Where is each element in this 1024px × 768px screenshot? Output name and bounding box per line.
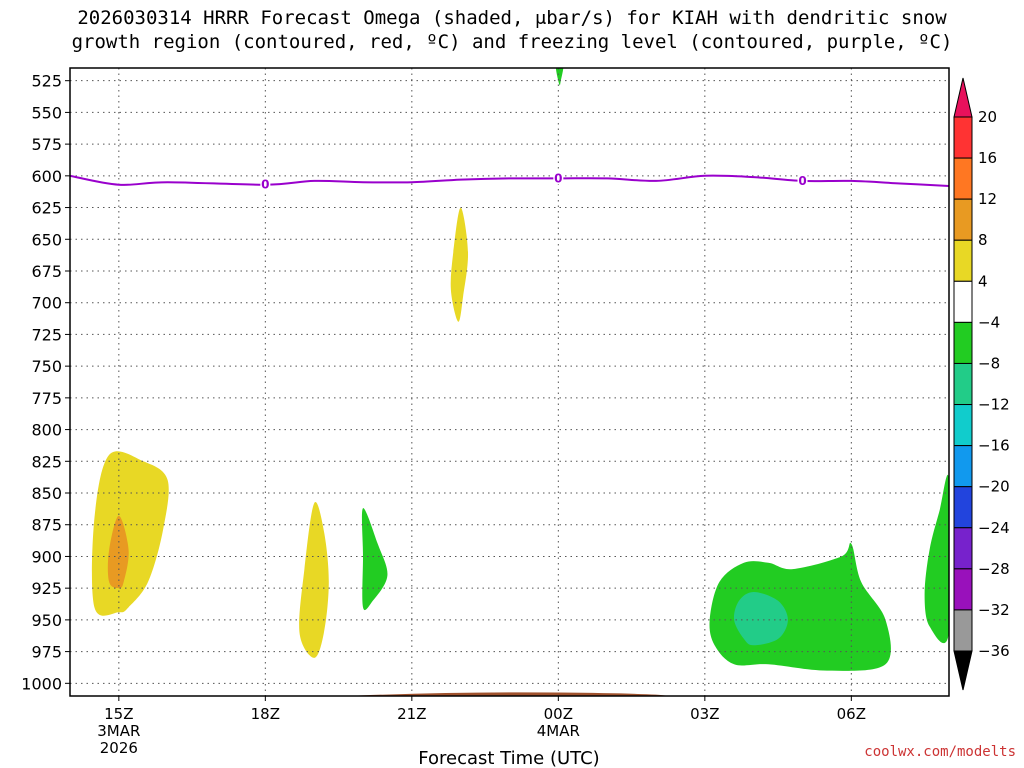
x-tick-year-label: 2026 — [100, 739, 138, 757]
y-tick-label: 625 — [31, 199, 62, 218]
omega-shading — [91, 68, 949, 671]
y-tick-label: 525 — [31, 72, 62, 91]
omega-region-descent-03z-core — [733, 592, 788, 646]
y-tick-label: 550 — [31, 103, 62, 122]
y-tick-label: 750 — [31, 357, 62, 376]
colorbar-label: 4 — [978, 272, 988, 290]
x-tick-date-label: 3MAR — [97, 722, 140, 740]
freezing-level-label-bg — [553, 171, 564, 185]
colorbar-swatch — [953, 362, 973, 406]
colorbar-label: 8 — [978, 231, 988, 249]
freezing-level-contour — [70, 174, 949, 187]
omega-region-ascent-19z — [299, 502, 329, 658]
colorbar-label: 12 — [978, 190, 997, 208]
y-tick-label: 950 — [31, 611, 62, 630]
freezing-level-label: 0 — [554, 171, 562, 185]
colorbar-label: −32 — [978, 601, 1010, 619]
colorbar-label: −24 — [978, 519, 1010, 537]
chart-title-line2: growth region (contoured, red, ºC) and f… — [71, 31, 953, 53]
colorbar-label: 16 — [978, 149, 997, 167]
colorbar-bottom-arrow — [953, 650, 973, 691]
x-tick-label: 03Z — [690, 705, 719, 723]
colorbar-swatch — [953, 198, 973, 241]
y-tick-label: 850 — [31, 484, 62, 503]
y-tick-label: 775 — [31, 389, 62, 408]
freezing-level-label-bg — [797, 173, 808, 187]
y-tick-label: 575 — [31, 135, 62, 154]
colorbar: 20 16 12 8 4 −4 −8 −12 −16 −20 −24 −28 −32 −36 — [953, 77, 1010, 691]
y-tick-label: 725 — [31, 325, 62, 344]
freezing-level-label: 0 — [798, 174, 806, 188]
y-tick-label: 800 — [31, 421, 62, 440]
x-tick-label: 18Z — [251, 705, 280, 723]
chart-title: 2026030314 HRRR Forecast Omega (shaded, … — [0, 6, 1024, 54]
colorbar-label: −20 — [978, 478, 1010, 496]
colorbar-label: −12 — [978, 396, 1010, 414]
y-tick-label: 975 — [31, 643, 62, 662]
credit-text: coolwx.com/modelts — [864, 744, 1016, 760]
colorbar-swatch — [953, 239, 973, 282]
colorbar-swatch — [953, 280, 973, 323]
omega-region-descent-20z — [361, 508, 388, 611]
colorbar-swatch — [953, 527, 973, 570]
chart-title-line1: 2026030314 HRRR Forecast Omega (shaded, … — [77, 7, 947, 29]
colorbar-label: 20 — [978, 108, 997, 126]
y-tick-label: 875 — [31, 516, 62, 535]
colorbar-swatch — [953, 568, 973, 611]
y-axis: 525 550 575 600 625 650 675 700 725 750 775 800 825 8… — [21, 72, 70, 693]
colorbar-swatch — [953, 445, 973, 488]
omega-region-descent-00z-top — [555, 68, 564, 86]
colorbar-label: −8 — [978, 354, 1000, 372]
x-tick-label: 15Z — [104, 705, 133, 723]
plot-frame — [69, 67, 950, 697]
y-tick-label: 825 — [31, 452, 62, 471]
omega-region-ascent-22z-midlevel — [450, 207, 469, 322]
y-tick-label: 900 — [31, 547, 62, 566]
omega-region-ascent-15z-low — [91, 451, 169, 616]
colorbar-swatch — [953, 157, 973, 200]
x-tick-label: 21Z — [397, 705, 426, 723]
y-tick-label: 925 — [31, 579, 62, 598]
freezing-level-layer: 0 0 0 — [70, 171, 949, 192]
x-tick-label: 06Z — [837, 705, 866, 723]
colorbar-label: −28 — [978, 560, 1010, 578]
y-tick-label: 675 — [31, 262, 62, 281]
omega-region-descent-08z-edge — [924, 474, 949, 643]
colorbar-label: −4 — [978, 313, 1000, 331]
colorbar-top-arrow — [953, 77, 973, 118]
x-tick-label: 00Z — [544, 705, 573, 723]
omega-region-ascent-15z-core — [107, 515, 129, 589]
y-tick-label: 650 — [31, 230, 62, 249]
terrain-bump — [358, 692, 666, 696]
colorbar-label: −36 — [978, 642, 1010, 660]
y-tick-label: 600 — [31, 167, 62, 186]
colorbar-swatch — [953, 404, 973, 447]
colorbar-swatch — [953, 609, 973, 652]
x-axis-title: Forecast Time (UTC) — [418, 748, 599, 768]
colorbar-label: −16 — [978, 437, 1010, 455]
freezing-level-label: 0 — [261, 178, 269, 192]
freezing-level-label-bg — [260, 177, 271, 191]
y-tick-label: 700 — [31, 294, 62, 313]
colorbar-swatch — [953, 116, 973, 159]
colorbar-swatch — [953, 486, 973, 529]
x-tick-date-label: 4MAR — [537, 722, 580, 740]
y-tick-label: 1000 — [21, 674, 62, 693]
colorbar-swatch — [953, 321, 973, 364]
